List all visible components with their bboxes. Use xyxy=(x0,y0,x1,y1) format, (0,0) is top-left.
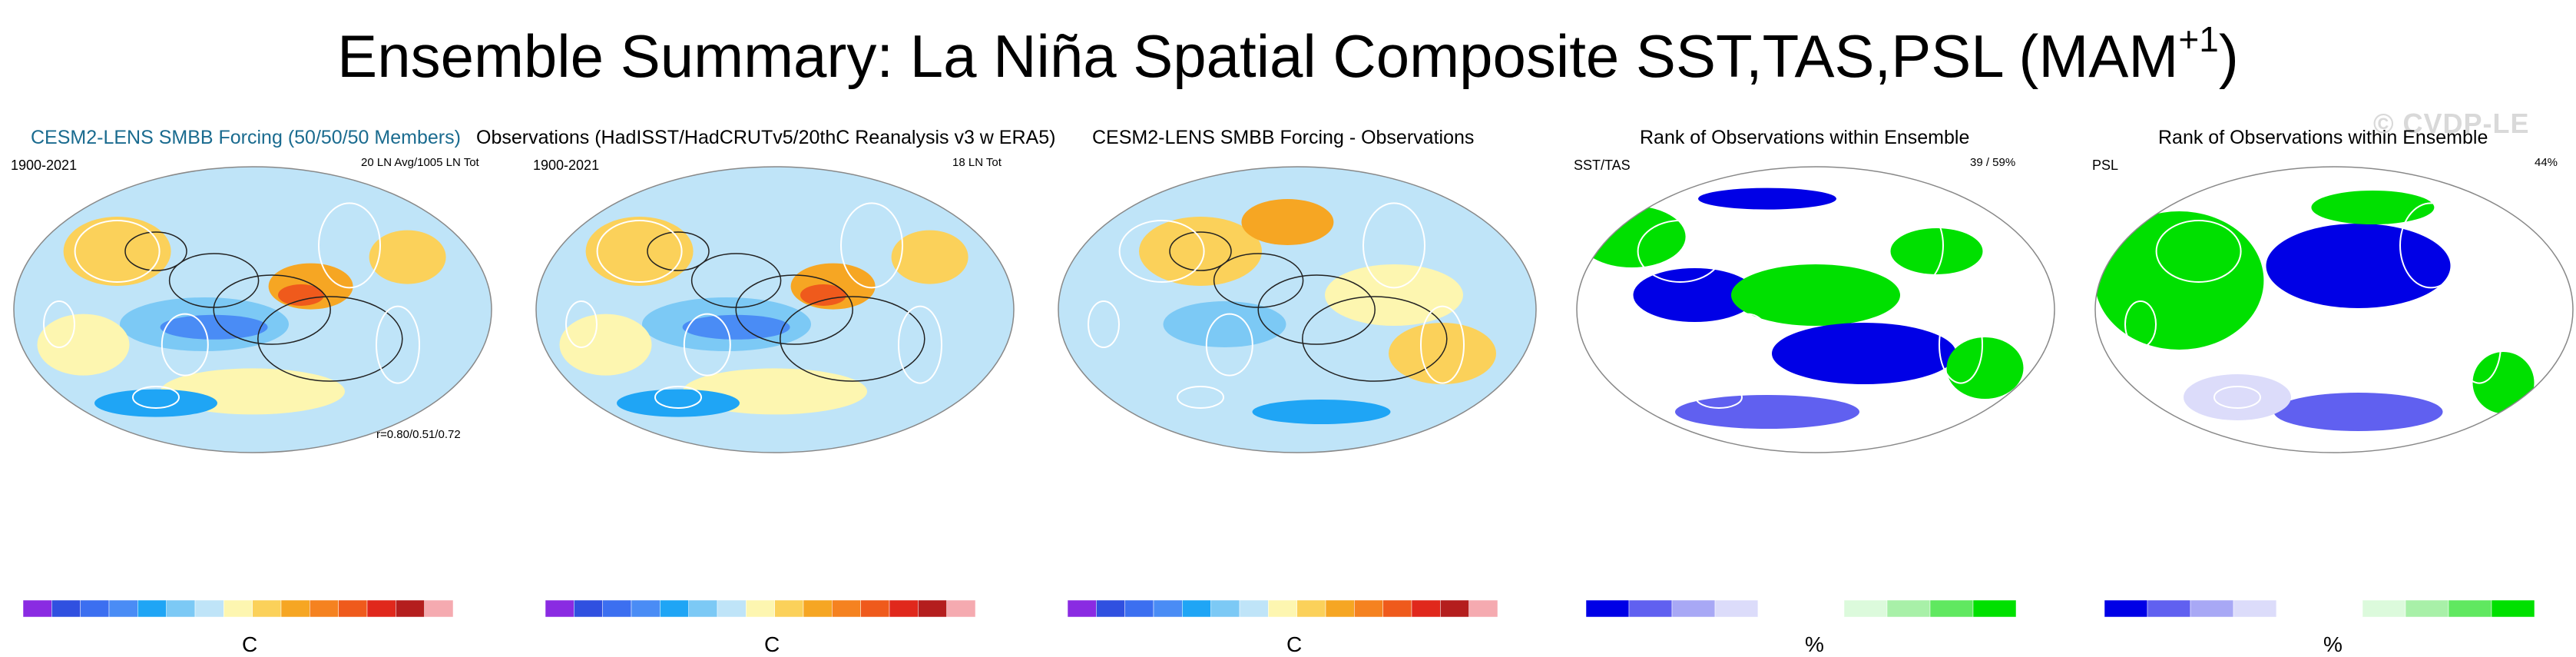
colorbar-tick: 90 xyxy=(1862,623,1884,625)
colorbar-tick: -3 xyxy=(590,623,608,625)
colorbar-unit: % xyxy=(2323,632,2343,656)
panel-rank-sst-tas: Rank of Observations within Ensemble SST… xyxy=(1563,127,2055,656)
pattern-correlation-label: r=0.80/0.51/0.72 xyxy=(376,428,461,441)
colorbar-tick: 100 xyxy=(2470,623,2503,625)
map-sst-difference xyxy=(1058,166,1537,453)
colorbar-unit: C xyxy=(1286,632,1303,656)
colorbar-tick: 10 xyxy=(2237,623,2259,625)
colorbar-tick: -1.5 xyxy=(636,623,670,625)
colorbar-tick: .5 xyxy=(1328,623,1345,625)
map-sst-observations xyxy=(535,166,1015,453)
colorbar-tick: 3 xyxy=(1439,623,1449,625)
colorbar-tick: 90 xyxy=(2380,623,2402,625)
panel-rank-psl: Rank of Observations within Ensemble PSL… xyxy=(2081,127,2574,656)
colorbar-tick: 10 xyxy=(1718,623,1740,625)
panel-variable-label: PSL xyxy=(2092,158,2119,173)
page-title: Ensemble Summary: La Niña Spatial Compos… xyxy=(337,19,2239,90)
colorbar-tick: 80 xyxy=(2333,623,2355,625)
colorbar-tick: -1.5 xyxy=(1158,623,1193,625)
colorbar-tick: -.5 xyxy=(173,623,196,625)
panel-cesm2-composite: CESM2-LENS SMBB Forcing (50/50/50 Member… xyxy=(0,127,492,656)
colorbar-tick: .5 xyxy=(283,623,300,625)
panel-title: Rank of Observations within Ensemble xyxy=(2158,127,2488,148)
colorbar-tick: 100 xyxy=(1952,623,1985,625)
colorbar-tick: 0 xyxy=(1277,623,1288,625)
colorbar-tick: -1.5 xyxy=(114,623,148,625)
panel-percent-label: 44% xyxy=(2535,156,2558,169)
panel-title: Rank of Observations within Ensemble xyxy=(1640,127,1970,148)
panel-title: CESM2-LENS SMBB Forcing - Observations xyxy=(1092,127,1475,148)
panel-count-label: 18 LN Tot xyxy=(952,156,1002,169)
colorbar-temperature: -3 -1.5 -.5 0 .5 1.5 3 xyxy=(545,599,976,625)
colorbar-unit: C xyxy=(764,632,780,656)
colorbar-unit: C xyxy=(242,632,258,656)
colorbar-tick: -3 xyxy=(1112,623,1130,625)
colorbar-tick: 3 xyxy=(916,623,927,625)
panel-period-label: 1900-2021 xyxy=(533,158,600,173)
panel-percent-label: 39 / 59% xyxy=(1970,156,2016,169)
colorbar-temperature: -3 -1.5 -.5 0 .5 1.5 3 xyxy=(23,599,454,625)
panel-period-label: 1900-2021 xyxy=(11,158,78,173)
colorbar-tick: 5 xyxy=(2194,623,2205,625)
map-sst-composite xyxy=(13,166,492,453)
colorbar-tick: 0 xyxy=(1628,623,1639,625)
watermark: © CVDP-LE xyxy=(2373,108,2530,139)
panel-title: CESM2-LENS SMBB Forcing (50/50/50 Member… xyxy=(31,127,461,148)
panel-count-label: 20 LN Avg/1005 LN Tot xyxy=(361,156,479,169)
panel-observations: Observations (HadISST/HadCRUTv5/20thC Re… xyxy=(476,127,1055,656)
colorbar-tick: 0 xyxy=(755,623,766,625)
colorbar-tick: -3 xyxy=(68,623,85,625)
colorbar-temperature: -3 -1.5 -.5 0 .5 1.5 3 xyxy=(1068,599,1498,625)
colorbar-tick: 1.5 xyxy=(1376,623,1404,625)
colorbar-tick: -.5 xyxy=(1217,623,1240,625)
colorbar-tick: 1.5 xyxy=(854,623,882,625)
colorbar-tick: -.5 xyxy=(695,623,718,625)
colorbar-rank: 0 5 10 20 80 90 95 100 xyxy=(2104,599,2535,625)
map-rank-psl xyxy=(2094,166,2574,453)
colorbar-tick: .5 xyxy=(806,623,823,625)
colorbar-tick: 95 xyxy=(2428,623,2450,625)
colorbar-rank: 0 5 10 20 80 90 95 100 xyxy=(1586,599,2017,625)
colorbar-tick: 80 xyxy=(1814,623,1836,625)
colorbar-tick: 20 xyxy=(2284,623,2306,625)
colorbar-tick: 20 xyxy=(1766,623,1788,625)
colorbar-tick: 1.5 xyxy=(332,623,359,625)
colorbar-unit: % xyxy=(1805,632,1824,656)
panel-variable-label: SST/TAS xyxy=(1574,158,1631,173)
colorbar-tick: 5 xyxy=(1676,623,1687,625)
panel-title: Observations (HadISST/HadCRUTv5/20thC Re… xyxy=(476,127,1056,148)
panel-difference: CESM2-LENS SMBB Forcing - Observations -… xyxy=(1045,127,1537,656)
colorbar-tick: 95 xyxy=(1909,623,1932,625)
colorbar-tick: 0 xyxy=(233,623,243,625)
colorbar-tick: 3 xyxy=(394,623,405,625)
colorbar-tick: 0 xyxy=(2147,623,2157,625)
map-rank-sst-tas xyxy=(1576,166,2055,453)
